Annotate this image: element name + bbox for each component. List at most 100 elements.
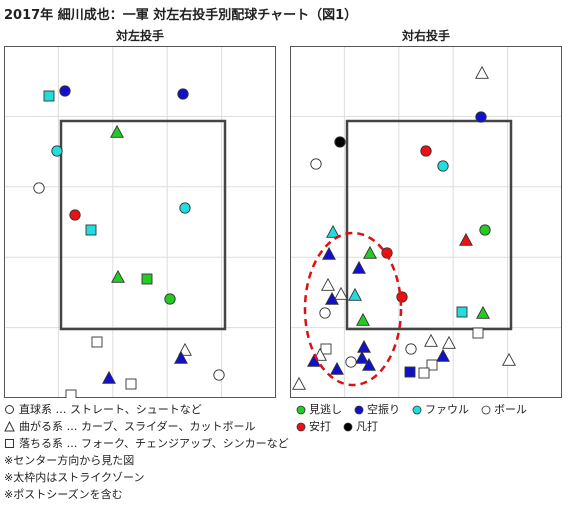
pitch-point-triangle bbox=[325, 291, 339, 305]
pitch-point-triangle bbox=[321, 277, 335, 291]
legend-foul-label: ファウル bbox=[425, 403, 469, 416]
legend-results-row-2: 安打 凡打 bbox=[296, 418, 539, 435]
pitch-point-triangle bbox=[424, 333, 438, 347]
legend-item-foul: ファウル bbox=[412, 401, 469, 418]
pitch-chart-vs-right bbox=[290, 46, 562, 398]
pitch-point-square bbox=[65, 389, 77, 398]
pitch-point-circle bbox=[319, 307, 331, 319]
legend-row-offspeed: 落ちる系 … フォーク、チェンジアップ、シンカーなど bbox=[4, 435, 289, 452]
legend-results: 見逃し 空振り ファウル ボール 安打 凡打 bbox=[296, 401, 539, 435]
pitch-point-triangle bbox=[174, 350, 188, 364]
legend-item-looking: 見逃し bbox=[296, 401, 342, 418]
pitch-point-triangle bbox=[330, 361, 344, 375]
legend-breaking-text: 曲がる系 … カーブ、スライダー、カットボール bbox=[19, 420, 256, 433]
pitch-point-circle bbox=[437, 160, 449, 172]
pitch-point-circle bbox=[396, 291, 408, 303]
legend-swinging-label: 空振り bbox=[367, 403, 400, 416]
square-icon bbox=[5, 439, 14, 448]
pitch-point-circle bbox=[475, 111, 487, 123]
pitch-point-square bbox=[404, 366, 416, 378]
pitch-point-circle bbox=[51, 145, 63, 157]
highlight-ellipse bbox=[303, 231, 403, 387]
pitch-point-triangle bbox=[356, 312, 370, 326]
pitch-point-triangle bbox=[178, 342, 192, 356]
pitch-point-square bbox=[125, 378, 137, 390]
legend-results-row-1: 見逃し 空振り ファウル ボール bbox=[296, 401, 539, 418]
pitch-point-triangle bbox=[436, 348, 450, 362]
pitch-point-triangle bbox=[326, 224, 340, 238]
pitch-point-triangle bbox=[362, 357, 376, 371]
pitch-point-triangle bbox=[352, 260, 366, 274]
pitch-point-triangle bbox=[476, 305, 490, 319]
pitch-point-square bbox=[418, 367, 430, 379]
panel-title-right-pitcher: 対右投手 bbox=[401, 29, 450, 43]
pitch-point-triangle bbox=[102, 370, 116, 384]
pitch-point-circle bbox=[345, 356, 357, 368]
black-dot-icon bbox=[343, 422, 353, 431]
legend-pitch-types: 直球系 … ストレート、シュートなど 曲がる系 … カーブ、スライダー、カットボ… bbox=[4, 401, 289, 503]
pitch-point-circle bbox=[213, 369, 225, 381]
strike-zone bbox=[59, 119, 227, 331]
pitch-point-triangle bbox=[111, 269, 125, 283]
pitch-point-triangle bbox=[475, 65, 489, 79]
legend-row-breaking: 曲がる系 … カーブ、スライダー、カットボール bbox=[4, 418, 289, 435]
pitch-point-square bbox=[320, 343, 332, 355]
legend-item-ball: ボール bbox=[481, 401, 527, 418]
pitch-point-square bbox=[472, 327, 484, 339]
pitch-point-circle bbox=[405, 343, 417, 355]
pitch-point-triangle bbox=[292, 376, 306, 390]
pitch-point-triangle bbox=[502, 352, 516, 366]
pitch-point-circle bbox=[310, 158, 322, 170]
pitch-point-square bbox=[85, 224, 97, 236]
cyan-dot-icon bbox=[412, 405, 422, 414]
pitch-point-circle bbox=[69, 209, 81, 221]
legend-out-label: 凡打 bbox=[356, 420, 378, 433]
pitch-point-triangle bbox=[357, 339, 371, 353]
white-dot-icon bbox=[481, 405, 491, 414]
pitch-chart-vs-left bbox=[4, 46, 276, 398]
pitch-point-triangle bbox=[442, 335, 456, 349]
pitch-point-triangle bbox=[363, 245, 377, 259]
note-strike-zone: ※太枠内はストライクゾーン bbox=[4, 471, 145, 484]
legend-item-hit: 安打 bbox=[296, 418, 331, 435]
pitch-point-square bbox=[426, 359, 438, 371]
pitch-point-triangle bbox=[355, 350, 369, 364]
pitch-point-triangle bbox=[334, 286, 348, 300]
pitch-point-triangle bbox=[110, 124, 124, 138]
pitch-point-circle bbox=[59, 85, 71, 97]
legend-item-out: 凡打 bbox=[343, 418, 378, 435]
legend-hit-label: 安打 bbox=[309, 420, 331, 433]
pitch-point-circle bbox=[334, 136, 346, 148]
plot-frame bbox=[290, 46, 562, 398]
pitch-point-triangle bbox=[459, 232, 473, 246]
legend-fastball-text: 直球系 … ストレート、シュートなど bbox=[19, 403, 202, 416]
pitch-point-triangle bbox=[307, 353, 321, 367]
circle-icon bbox=[5, 405, 14, 414]
legend-ball-label: ボール bbox=[494, 403, 527, 416]
pitch-point-circle bbox=[479, 224, 491, 236]
legend-row-fastball: 直球系 … ストレート、シュートなど bbox=[4, 401, 289, 418]
panel-title-left-pitcher: 対左投手 bbox=[115, 29, 164, 43]
pitch-point-circle bbox=[381, 247, 393, 259]
plot-frame bbox=[4, 46, 276, 398]
note-postseason: ※ポストシーズンを含む bbox=[4, 488, 123, 501]
strike-zone bbox=[345, 119, 513, 331]
pitch-point-square bbox=[43, 90, 55, 102]
pitch-point-triangle bbox=[322, 246, 336, 260]
pitch-point-circle bbox=[179, 202, 191, 214]
pitch-point-circle bbox=[420, 145, 432, 157]
pitch-point-square bbox=[91, 336, 103, 348]
pitch-point-square bbox=[456, 306, 468, 318]
blue-dot-icon bbox=[354, 405, 364, 414]
pitch-point-circle bbox=[33, 182, 45, 194]
pitch-point-square bbox=[141, 273, 153, 285]
legend-item-swinging: 空振り bbox=[354, 401, 400, 418]
pitch-point-circle bbox=[177, 88, 189, 100]
triangle-icon bbox=[4, 421, 15, 432]
legend-looking-label: 見逃し bbox=[309, 403, 342, 416]
green-dot-icon bbox=[296, 405, 306, 414]
note-center-view: ※センター方向から見た図 bbox=[4, 454, 135, 467]
pitch-point-circle bbox=[164, 293, 176, 305]
page-title: 2017年 細川成也：一軍 対左右投手別配球チャート（図1） bbox=[4, 8, 358, 23]
pitch-point-triangle bbox=[348, 287, 362, 301]
